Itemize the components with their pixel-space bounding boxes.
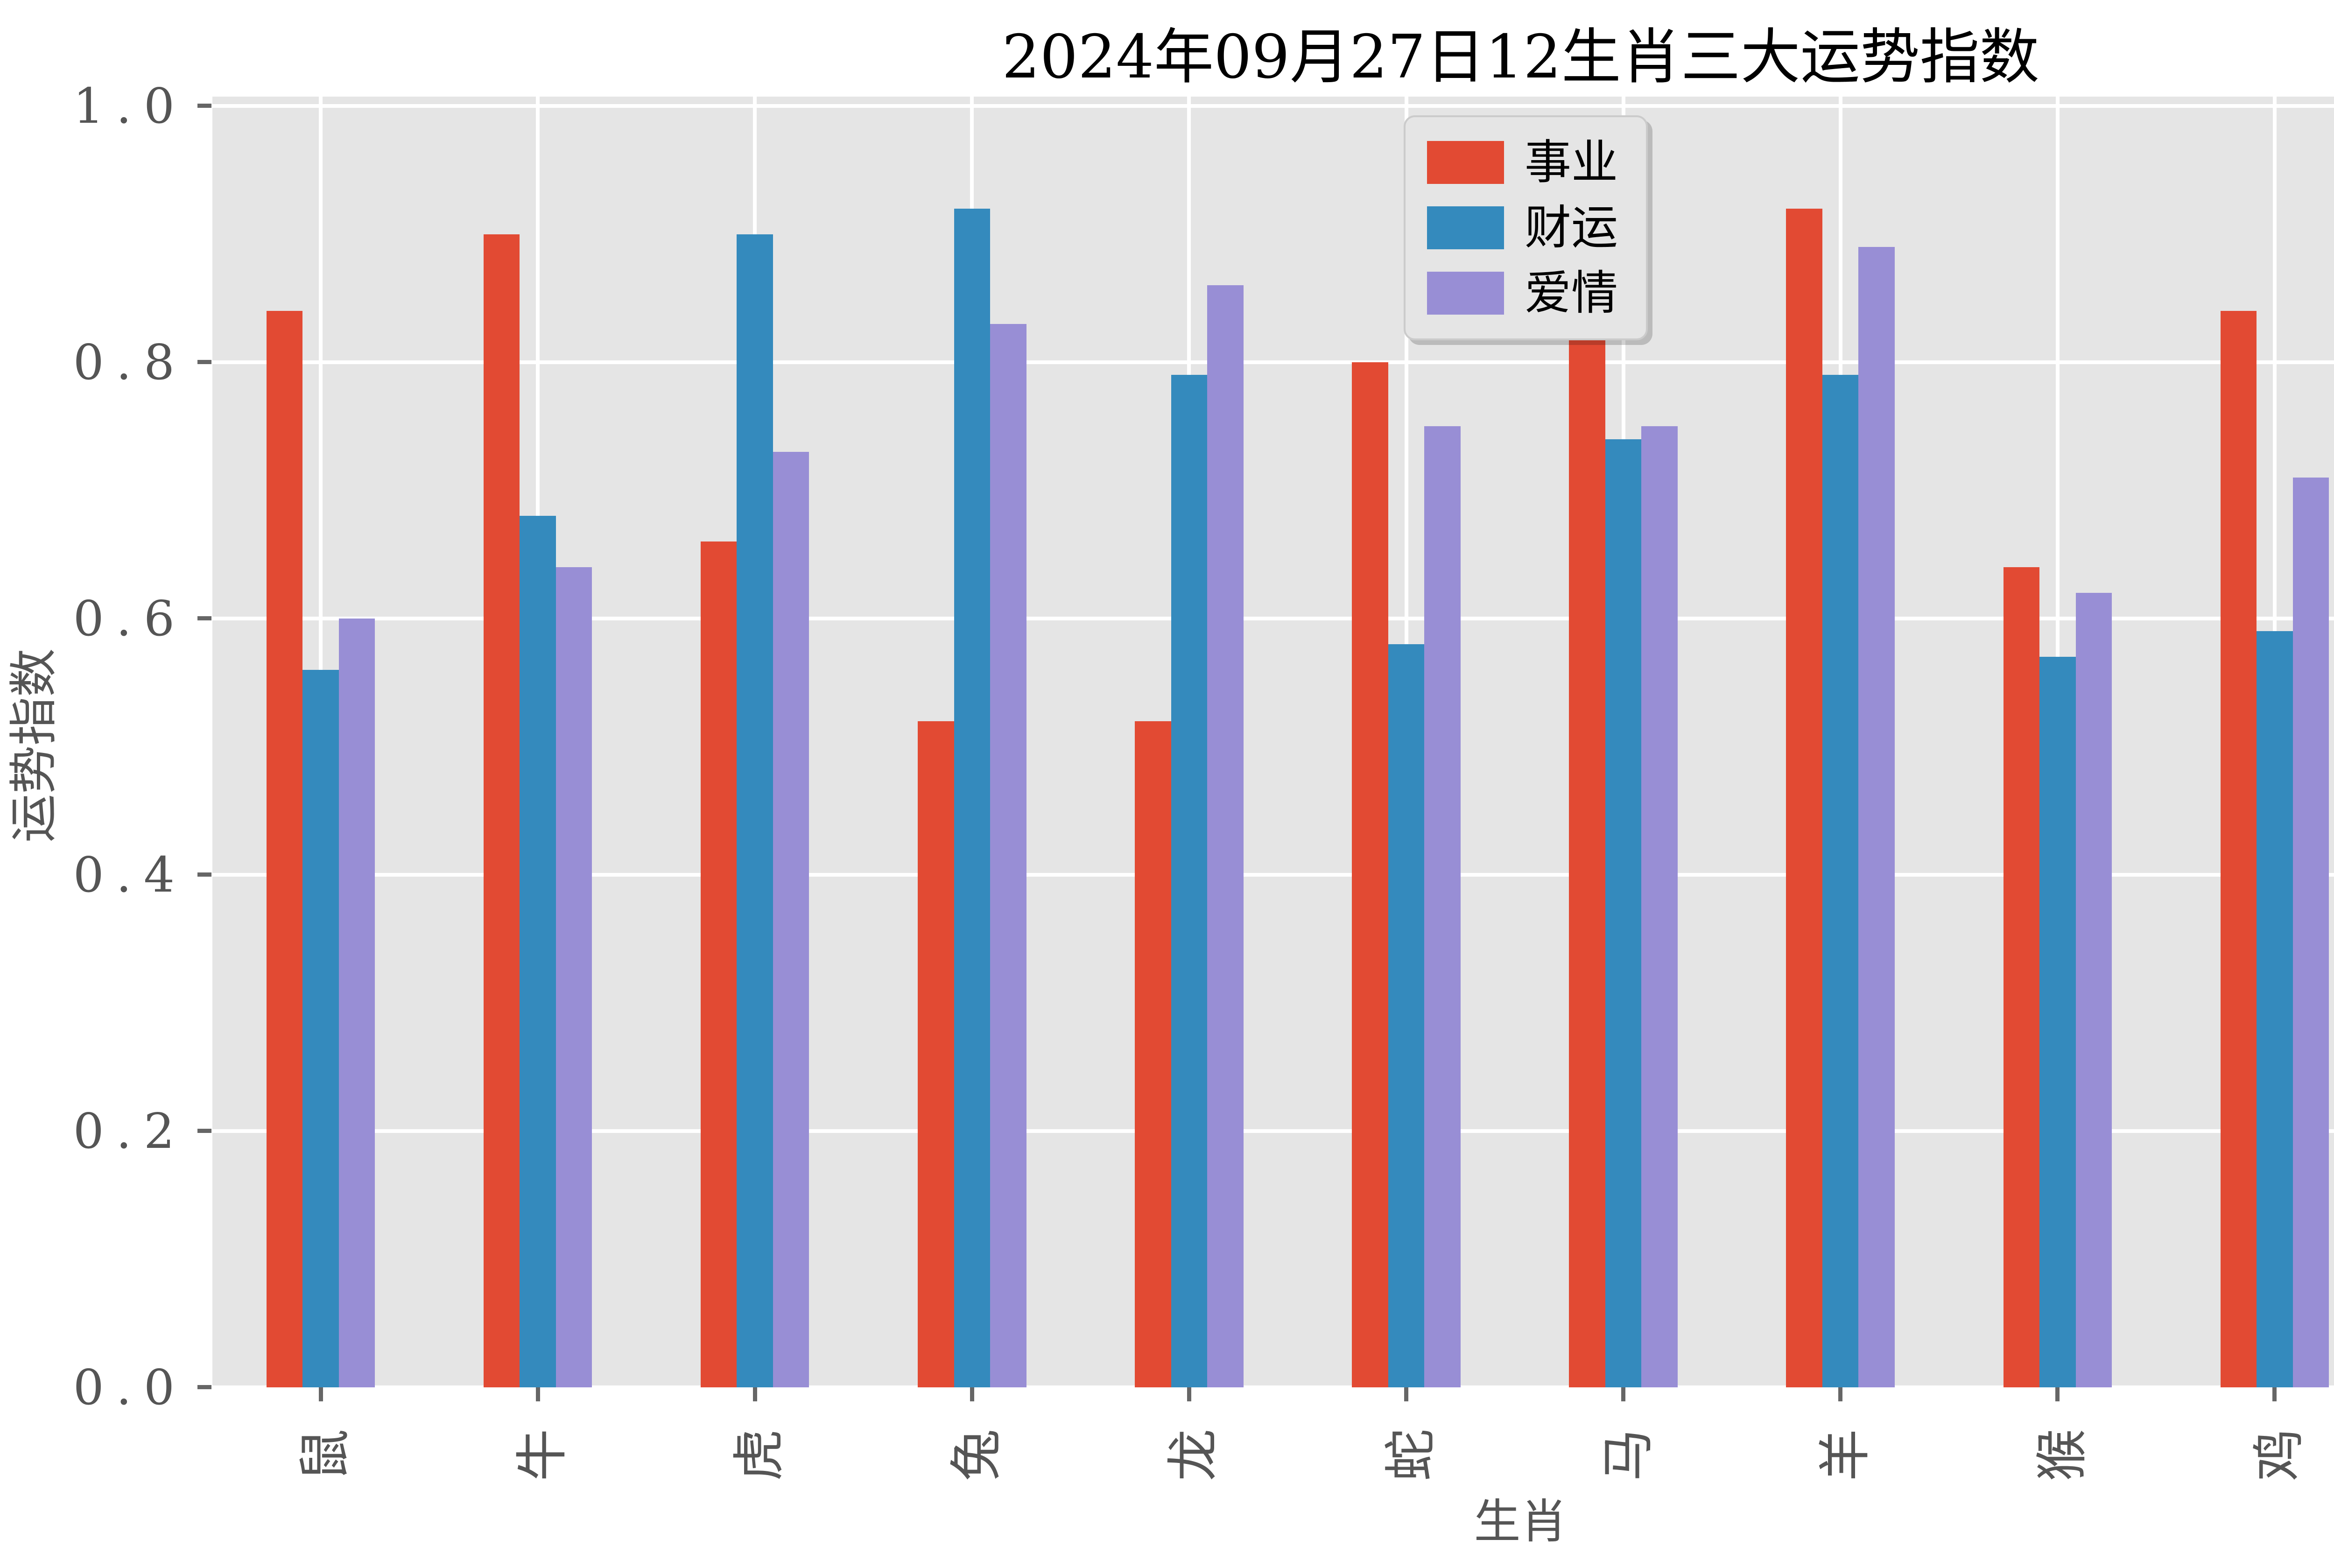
bar xyxy=(1786,208,1822,1387)
bar xyxy=(1822,375,1859,1387)
bar xyxy=(338,619,375,1387)
bar xyxy=(954,208,991,1387)
bar xyxy=(1207,285,1244,1387)
x-tick-mark xyxy=(535,1387,540,1401)
x-tick-label: 龙 xyxy=(1163,1429,1224,1481)
x-tick-label: 蛇 xyxy=(1380,1429,1441,1481)
legend-item: 爱情 xyxy=(1427,267,1618,319)
y-tick-label: 0.6 xyxy=(73,590,187,647)
horizontal-gridline xyxy=(212,617,2334,620)
bar xyxy=(1352,362,1388,1387)
horizontal-gridline xyxy=(212,873,2334,877)
y-tick-mark xyxy=(197,616,211,620)
bar xyxy=(520,516,556,1387)
y-tick-mark xyxy=(197,1385,211,1389)
bar xyxy=(483,234,520,1387)
bar xyxy=(1135,721,1171,1387)
bar xyxy=(2220,311,2257,1387)
y-tick-mark xyxy=(197,104,211,108)
bar xyxy=(1569,337,1605,1387)
y-tick-mark xyxy=(197,872,211,877)
y-axis-title: 运势指数 xyxy=(5,648,62,843)
x-axis-title: 生肖 xyxy=(1474,1494,1568,1549)
legend-label: 爱情 xyxy=(1525,266,1618,320)
legend-label: 财运 xyxy=(1525,200,1618,255)
bar xyxy=(737,234,773,1387)
horizontal-gridline xyxy=(212,360,2334,364)
bar xyxy=(700,541,737,1387)
bar xyxy=(1605,439,1642,1387)
bar xyxy=(2039,657,2076,1387)
x-tick-label: 猴 xyxy=(2032,1429,2093,1481)
legend-item: 财运 xyxy=(1427,202,1618,253)
x-tick-mark xyxy=(318,1387,323,1401)
bar xyxy=(1424,426,1461,1387)
bar xyxy=(1388,644,1425,1387)
y-tick-label: 0.4 xyxy=(73,846,187,903)
x-tick-label: 兔 xyxy=(946,1429,1007,1481)
legend-swatch xyxy=(1427,272,1504,315)
bar xyxy=(555,567,592,1387)
x-tick-mark xyxy=(1838,1387,1843,1401)
y-tick-mark xyxy=(197,1129,211,1133)
x-tick-mark xyxy=(752,1387,757,1401)
x-tick-label: 鸡 xyxy=(2249,1429,2310,1481)
horizontal-gridline xyxy=(212,1129,2334,1133)
bar xyxy=(2257,631,2293,1387)
bar xyxy=(990,323,1026,1387)
bar xyxy=(266,311,303,1387)
y-tick-label: 0.2 xyxy=(73,1103,187,1160)
x-tick-mark xyxy=(2055,1387,2060,1401)
x-tick-mark xyxy=(2272,1387,2277,1401)
legend: 事业 财运 爱情 xyxy=(1404,115,1648,340)
legend-swatch xyxy=(1427,206,1504,249)
bar xyxy=(2075,593,2112,1387)
x-tick-label: 羊 xyxy=(1814,1429,1876,1481)
y-tick-mark xyxy=(197,360,211,364)
bar xyxy=(1858,246,1895,1387)
legend-swatch xyxy=(1427,141,1504,184)
bar xyxy=(1641,426,1678,1387)
x-tick-label: 鼠 xyxy=(295,1429,356,1481)
horizontal-gridline xyxy=(212,1385,2334,1389)
plot-area: 事业 财运 爱情 xyxy=(212,97,2334,1389)
x-tick-mark xyxy=(1187,1387,1191,1401)
legend-item: 事业 xyxy=(1427,137,1618,188)
x-tick-mark xyxy=(970,1387,974,1401)
x-tick-mark xyxy=(1621,1387,1626,1401)
horizontal-gridline xyxy=(212,104,2334,108)
legend-label: 事业 xyxy=(1525,135,1618,190)
y-tick-label: 0.8 xyxy=(73,334,187,391)
bar xyxy=(1171,375,1208,1387)
y-tick-label: 1.0 xyxy=(73,77,187,134)
bar xyxy=(302,669,339,1387)
x-tick-label: 马 xyxy=(1597,1429,1659,1481)
x-tick-label: 牛 xyxy=(512,1429,573,1481)
x-tick-mark xyxy=(1404,1387,1408,1401)
bar xyxy=(773,452,809,1387)
bar xyxy=(2003,567,2040,1387)
bar xyxy=(2292,478,2329,1387)
y-tick-label: 0.0 xyxy=(73,1359,187,1416)
x-tick-label: 虎 xyxy=(729,1429,790,1481)
bar xyxy=(918,721,954,1387)
chart-title: 2024年09月27日12生肖三大运势指数 xyxy=(1002,22,2039,92)
